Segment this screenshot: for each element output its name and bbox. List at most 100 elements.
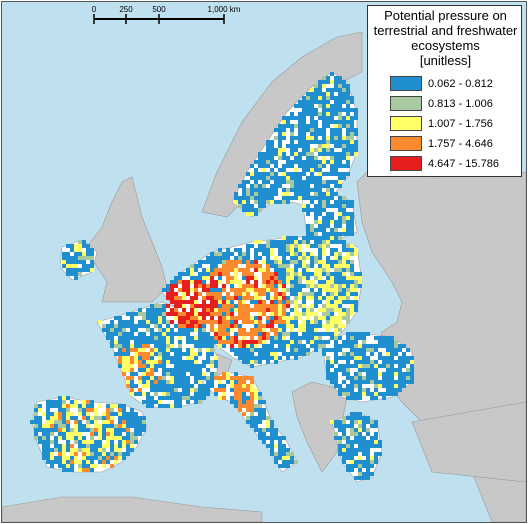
raster-cell — [306, 156, 310, 160]
raster-cell — [338, 296, 342, 300]
raster-cell — [346, 300, 350, 304]
raster-cell — [126, 320, 130, 324]
raster-cell — [214, 284, 218, 288]
raster-cell — [274, 320, 278, 324]
raster-cell — [298, 100, 302, 104]
raster-cell — [314, 212, 318, 216]
raster-cell — [266, 256, 270, 260]
raster-cell — [350, 260, 354, 264]
raster-cell — [62, 416, 66, 420]
raster-cell — [202, 284, 206, 288]
raster-cell — [62, 404, 66, 408]
raster-cell — [154, 392, 158, 396]
raster-cell — [66, 456, 70, 460]
raster-cell — [310, 260, 314, 264]
raster-cell — [290, 244, 294, 248]
raster-cell — [318, 184, 322, 188]
raster-cell — [310, 92, 314, 96]
raster-cell — [278, 348, 282, 352]
raster-cell — [34, 416, 38, 420]
raster-cell — [42, 432, 46, 436]
raster-cell — [130, 384, 134, 388]
raster-cell — [254, 308, 258, 312]
raster-cell — [42, 444, 46, 448]
raster-cell — [322, 140, 326, 144]
raster-cell — [350, 440, 354, 444]
raster-cell — [326, 88, 330, 92]
raster-cell — [34, 436, 38, 440]
raster-cell — [242, 276, 246, 280]
raster-cell — [214, 280, 218, 284]
raster-cell — [218, 260, 222, 264]
raster-cell — [366, 356, 370, 360]
raster-cell — [170, 372, 174, 376]
raster-cell — [282, 324, 286, 328]
raster-cell — [342, 232, 346, 236]
raster-cell — [290, 348, 294, 352]
raster-cell — [362, 440, 366, 444]
raster-cell — [302, 184, 306, 188]
raster-cell — [50, 432, 54, 436]
raster-cell — [78, 244, 82, 248]
raster-cell — [286, 448, 290, 452]
raster-cell — [306, 92, 310, 96]
raster-cell — [122, 420, 126, 424]
raster-cell — [334, 300, 338, 304]
raster-cell — [110, 420, 114, 424]
raster-cell — [154, 364, 158, 368]
raster-cell — [174, 404, 178, 408]
raster-cell — [346, 220, 350, 224]
raster-cell — [162, 356, 166, 360]
raster-cell — [366, 380, 370, 384]
raster-cell — [334, 432, 338, 436]
raster-cell — [230, 276, 234, 280]
raster-cell — [302, 344, 306, 348]
raster-cell — [342, 228, 346, 232]
raster-cell — [246, 304, 250, 308]
raster-cell — [254, 404, 258, 408]
raster-cell — [234, 248, 238, 252]
raster-cell — [106, 432, 110, 436]
raster-cell — [178, 348, 182, 352]
raster-cell — [230, 328, 234, 332]
raster-cell — [338, 172, 342, 176]
raster-cell — [214, 260, 218, 264]
raster-cell — [198, 344, 202, 348]
raster-cell — [278, 240, 282, 244]
raster-cell — [346, 424, 350, 428]
raster-cell — [294, 336, 298, 340]
raster-cell — [90, 468, 94, 472]
raster-cell — [246, 188, 250, 192]
raster-cell — [318, 204, 322, 208]
raster-cell — [262, 344, 266, 348]
raster-cell — [202, 324, 206, 328]
raster-cell — [250, 172, 254, 176]
raster-cell — [254, 192, 258, 196]
raster-cell — [222, 316, 226, 320]
raster-cell — [46, 432, 50, 436]
raster-cell — [186, 376, 190, 380]
raster-cell — [238, 300, 242, 304]
raster-cell — [274, 148, 278, 152]
raster-cell — [326, 260, 330, 264]
raster-cell — [266, 152, 270, 156]
raster-cell — [274, 172, 278, 176]
raster-cell — [246, 376, 250, 380]
raster-cell — [346, 464, 350, 468]
raster-cell — [318, 176, 322, 180]
raster-cell — [50, 416, 54, 420]
raster-cell — [130, 332, 134, 336]
raster-cell — [342, 264, 346, 268]
raster-cell — [262, 308, 266, 312]
raster-cell — [70, 444, 74, 448]
raster-cell — [158, 404, 162, 408]
raster-cell — [122, 348, 126, 352]
raster-cell — [254, 300, 258, 304]
raster-cell — [162, 392, 166, 396]
raster-cell — [254, 240, 258, 244]
raster-cell — [302, 320, 306, 324]
raster-cell — [274, 332, 278, 336]
raster-cell — [58, 396, 62, 400]
raster-cell — [118, 332, 122, 336]
raster-cell — [170, 332, 174, 336]
